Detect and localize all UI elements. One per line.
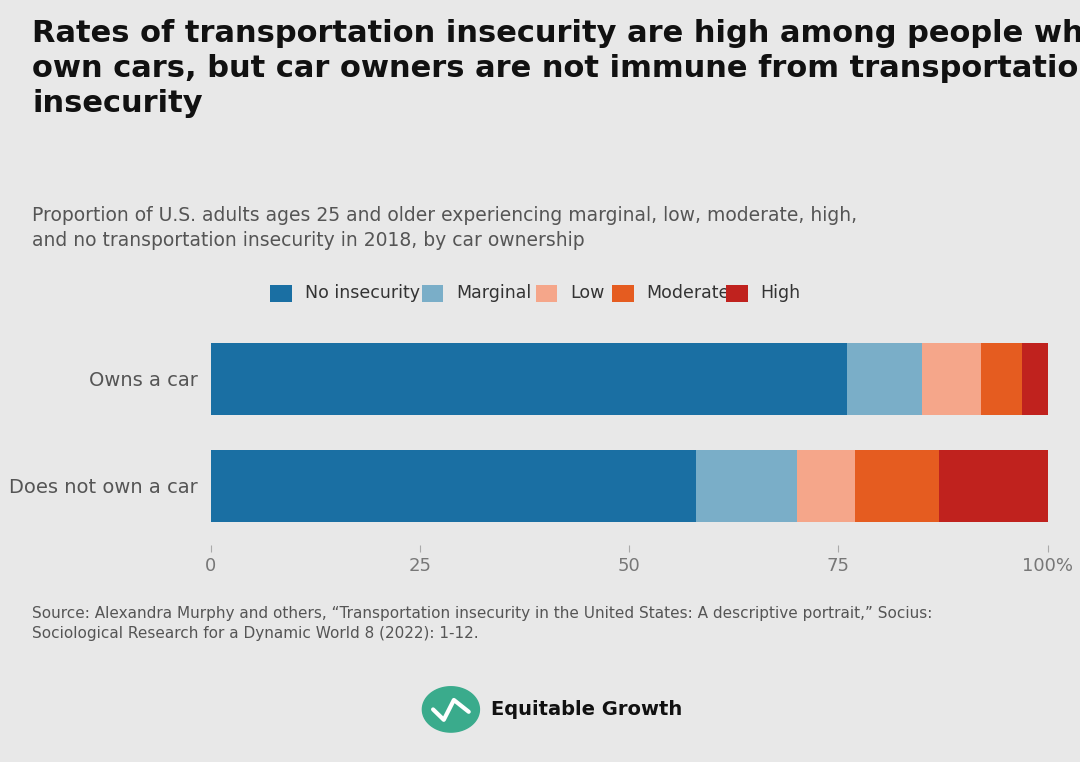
Text: Low: Low bbox=[570, 284, 605, 303]
Text: High: High bbox=[760, 284, 800, 303]
Bar bbox=[1023, 343, 1048, 415]
Bar bbox=[855, 450, 939, 523]
Text: Marginal: Marginal bbox=[456, 284, 531, 303]
Bar bbox=[211, 343, 847, 415]
Bar bbox=[847, 343, 922, 415]
Bar bbox=[922, 343, 981, 415]
Bar bbox=[939, 450, 1048, 523]
Text: Equitable Growth: Equitable Growth bbox=[491, 700, 683, 719]
Text: No insecurity: No insecurity bbox=[305, 284, 419, 303]
Text: Source: Alexandra Murphy and others, “Transportation insecurity in the United St: Source: Alexandra Murphy and others, “Tr… bbox=[32, 606, 933, 641]
Text: Rates of transportation insecurity are high among people who don’t
own cars, but: Rates of transportation insecurity are h… bbox=[32, 19, 1080, 117]
Bar bbox=[797, 450, 855, 523]
Bar bbox=[981, 343, 1023, 415]
Text: Proportion of U.S. adults ages 25 and older experiencing marginal, low, moderate: Proportion of U.S. adults ages 25 and ol… bbox=[32, 206, 858, 250]
Bar bbox=[211, 450, 696, 523]
Polygon shape bbox=[422, 687, 480, 732]
Text: Moderate: Moderate bbox=[647, 284, 730, 303]
Bar bbox=[696, 450, 797, 523]
